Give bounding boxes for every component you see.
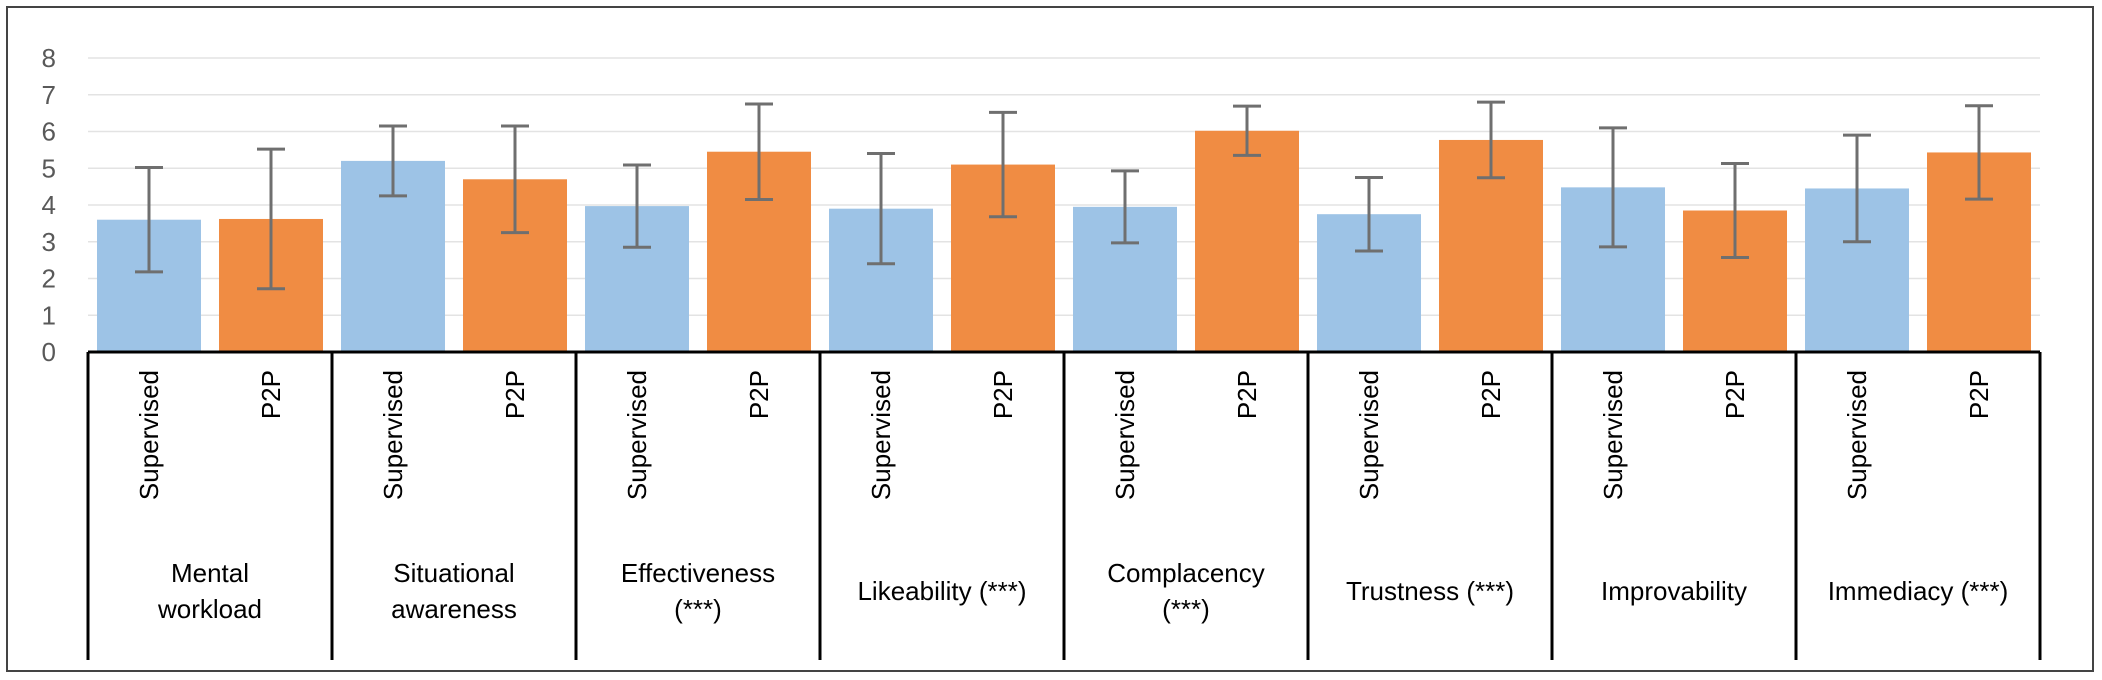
y-tick-label: 2 [42, 264, 56, 294]
group-label-line: Complacency [1107, 558, 1265, 588]
y-tick-label: 3 [42, 227, 56, 257]
subcategory-label-supervised: Supervised [1110, 370, 1140, 500]
y-tick-label: 8 [42, 43, 56, 73]
group-label-line: (***) [1162, 594, 1210, 624]
subcategory-label-supervised: Supervised [1598, 370, 1628, 500]
group-label-line: Improvability [1601, 576, 1747, 606]
subcategory-label-p2p: P2P [256, 370, 286, 419]
subcategory-label-p2p: P2P [744, 370, 774, 419]
y-tick-label: 4 [42, 190, 56, 220]
subcategory-label-supervised: Supervised [134, 370, 164, 500]
group-label: Trustness (***) [1346, 576, 1514, 606]
y-tick-label: 0 [42, 337, 56, 367]
y-tick-label: 1 [42, 300, 56, 330]
subcategory-label-p2p: P2P [1964, 370, 1994, 419]
y-tick-label: 5 [42, 153, 56, 183]
group-label-line: Likeability (***) [857, 576, 1026, 606]
subcategory-label-p2p: P2P [1232, 370, 1262, 419]
group-label: Complacency (***) [1107, 558, 1265, 624]
subcategory-label-p2p: P2P [988, 370, 1018, 419]
y-tick-label: 7 [42, 80, 56, 110]
bar-p2p [1195, 130, 1299, 352]
subcategory-label-supervised: Supervised [866, 370, 896, 500]
subcategory-label-supervised: Supervised [622, 370, 652, 500]
group-label-line: awareness [391, 594, 517, 624]
group-label-line: Mental [171, 558, 249, 588]
group-label-line: Effectiveness [621, 558, 775, 588]
group-label: Effectiveness (***) [621, 558, 775, 624]
subcategory-label-supervised: Supervised [1842, 370, 1872, 500]
group-label-line: Immediacy (***) [1828, 576, 2009, 606]
subcategory-label-p2p: P2P [500, 370, 530, 419]
group-label: Mental workload [157, 558, 262, 624]
subcategory-label-supervised: Supervised [1354, 370, 1384, 500]
y-tick-label: 6 [42, 117, 56, 147]
subcategory-label-p2p: P2P [1476, 370, 1506, 419]
subcategory-label-p2p: P2P [1720, 370, 1750, 419]
subcategory-label-supervised: Supervised [378, 370, 408, 500]
group-label: Immediacy (***) [1828, 576, 2009, 606]
group-label-line: workload [157, 594, 262, 624]
group-label-line: (***) [674, 594, 722, 624]
group-label: Improvability [1601, 576, 1747, 606]
group-label: Situational awareness [391, 558, 517, 624]
group-label-line: Situational [393, 558, 514, 588]
group-label-line: Trustness (***) [1346, 576, 1514, 606]
group-label: Likeability (***) [857, 576, 1026, 606]
